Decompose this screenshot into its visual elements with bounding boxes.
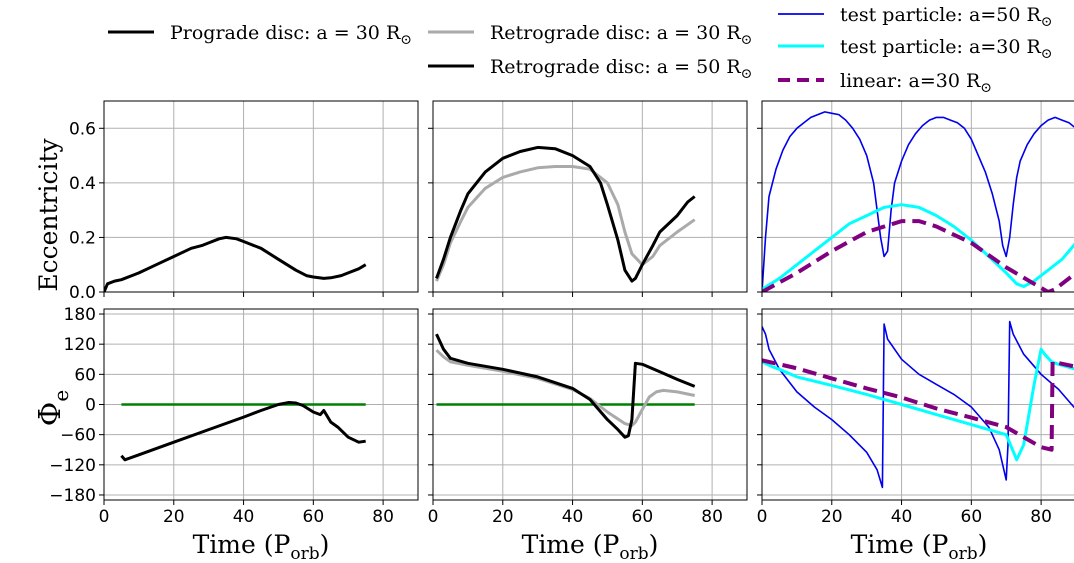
x-tick-label: 60 [632,507,654,527]
axes-frame [432,100,748,293]
legend-item-5: linear: a=30 R⊙ [778,70,992,96]
x-axis-labels: Time (Porb) Time (Porb) Time (Porb) [193,530,988,563]
legend-item-2: Retrograde disc: a = 50 R⊙ [428,56,752,82]
y-tick-label: 120 [64,335,96,355]
legend-item-4: test particle: a=30 R⊙ [778,36,1053,62]
series-line-1 [762,347,1074,462]
y-tick-label: −180 [49,486,96,506]
series-line-0 [762,111,1074,292]
y-label-phi-main: Φ [33,402,68,427]
y-axis-label-eccentricity: Eccentricity [34,137,63,291]
series-line-1 [762,203,1074,291]
x-tick-label: 0 [99,507,110,527]
x-tick-label: 20 [821,507,843,527]
y-tick-label: −120 [49,456,96,476]
y-label-phi-sub: e [49,390,73,402]
y-tick-label: 0 [85,396,96,416]
x-tick-label: 40 [562,507,584,527]
y-tick-label: 60 [74,365,96,385]
y-axis-label-phi: Φe [33,390,73,426]
panel-top-left: 0.0 0.2 0.4 0.6 [69,100,419,303]
legend-label: test particle: a=30 R⊙ [840,36,1053,62]
legend-label: linear: a=30 R⊙ [840,70,992,96]
panel-bottom-left: 0 20 40 60 80 180 120 60 0 −60 −120 −180 [49,305,419,527]
y-tick-label: 0.2 [69,228,96,248]
panel-bottom-right: 0 20 40 60 80 [757,308,1074,527]
series-line-2 [762,219,1074,292]
series-line-2 [435,333,696,439]
x-tick-label: 0 [428,507,439,527]
series-line-1 [120,401,366,462]
x-tick-label: 80 [1030,507,1052,527]
axes-frame [761,100,1074,293]
panels: 0.0 0.2 0.4 0.6 0 20 40 60 80 180 120 60 0 −60 −120 −18… [49,100,1074,527]
x-axis-label: Time (Porb) [522,530,659,563]
x-tick-label: 40 [233,507,255,527]
series-line-0 [104,235,367,292]
series-line-2 [762,358,1074,452]
x-tick-label: 60 [961,507,983,527]
x-tick-label: 40 [891,507,913,527]
x-tick-label: 20 [163,507,185,527]
legend-item-3: test particle: a=50 R⊙ [778,4,1053,30]
legend: Prograde disc: a = 30 R⊙ Retrograde disc:… [108,4,1053,96]
panel-bottom-middle: 0 20 40 60 80 [428,308,748,527]
legend-item-1: Retrograde disc: a = 30 R⊙ [428,22,752,48]
x-axis-label: Time (Porb) [851,530,988,563]
legend-label: test particle: a=50 R⊙ [840,4,1053,30]
series-line-1 [435,145,696,283]
y-tick-label: 0.0 [69,283,96,303]
panel-top-middle [428,100,748,297]
series-line-1 [435,349,696,428]
x-tick-label: 60 [303,507,325,527]
panel-top-right [757,100,1074,297]
y-tick-label: 0.4 [69,174,96,194]
x-tick-label: 0 [757,507,768,527]
legend-item-0: Prograde disc: a = 30 R⊙ [108,22,412,48]
x-tick-label: 20 [492,507,514,527]
legend-label: Prograde disc: a = 30 R⊙ [170,22,412,48]
series-line-0 [435,165,696,282]
legend-label: Retrograde disc: a = 50 R⊙ [490,56,752,82]
series-line-0 [762,320,1074,489]
x-tick-label: 80 [701,507,723,527]
x-tick-label: 80 [372,507,394,527]
y-tick-label: 180 [64,305,96,325]
y-tick-label: −60 [60,426,96,446]
axes-frame [103,100,419,293]
y-tick-label: 0.6 [69,119,96,139]
legend-label: Retrograde disc: a = 30 R⊙ [490,22,752,48]
x-axis-label: Time (Porb) [193,530,330,563]
